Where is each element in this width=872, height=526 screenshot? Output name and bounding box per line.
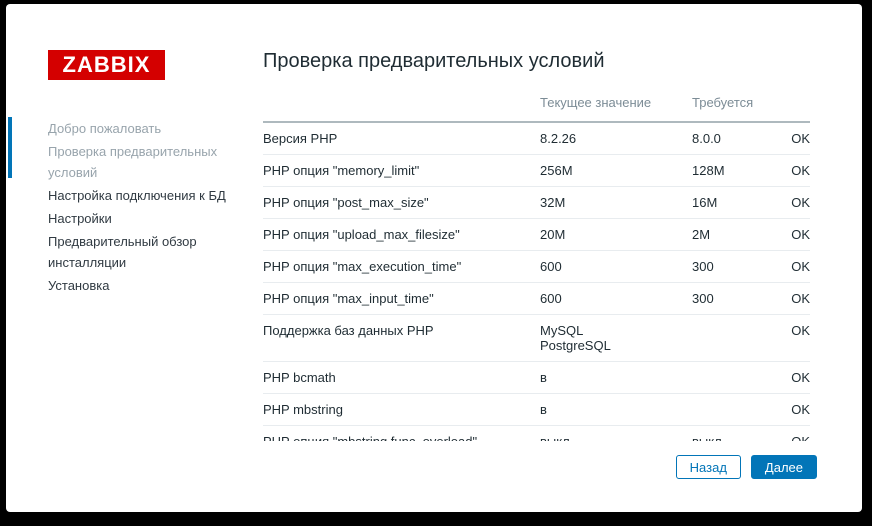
check-status: OK (762, 361, 810, 394)
wizard-footer: Назад Далее (675, 455, 817, 479)
check-name: PHP опция "max_execution_time" (263, 250, 540, 283)
table-row: PHP опция "post_max_size" 32M 16M OK (263, 186, 810, 219)
check-current: в (540, 393, 692, 426)
step-prerequisites: Проверка предварительных условий (48, 144, 218, 180)
check-name: Версия PHP (263, 131, 338, 146)
step-settings: Настройки (48, 211, 112, 226)
check-current: 256M (540, 154, 692, 187)
header-current-value: Текущее значение (540, 88, 692, 123)
table-row: PHP опция "max_input_time" 600 300 OK (263, 282, 810, 315)
step-welcome: Добро пожаловать (48, 121, 162, 136)
check-current: 8.2.26 (540, 131, 577, 146)
check-name: PHP опция "upload_max_filesize" (263, 218, 540, 251)
back-button[interactable]: Назад (675, 455, 741, 479)
check-required: 2M (692, 218, 762, 251)
header-status (762, 88, 810, 123)
check-current: 600 (540, 250, 692, 283)
check-required: 300 (692, 250, 762, 283)
check-current: 32M (540, 186, 692, 219)
step-db-connection: Настройка подключения к БД (48, 188, 226, 203)
check-required (692, 361, 762, 394)
check-status: OK (762, 186, 810, 219)
check-required: 128M (692, 154, 762, 187)
check-current: выкл (540, 425, 692, 441)
check-current: 600 (540, 282, 692, 315)
prerequisites-table: Текущее значение Требуется Версия PHP 8.… (263, 88, 810, 441)
check-name: Поддержка баз данных PHP (263, 314, 540, 362)
check-current: 20M (540, 218, 692, 251)
check-status: OK (791, 131, 810, 146)
setup-window: ZABBIX Добро пожаловать Проверка предвар… (6, 4, 862, 512)
check-status: OK (762, 314, 810, 362)
check-name: PHP опция "max_input_time" (263, 282, 540, 315)
check-required: 8.0.0 (692, 131, 721, 146)
check-required: 300 (692, 282, 762, 315)
check-required: выкл (692, 425, 762, 441)
table-row: Версия PHP 8.2.26 8.0.0 OK (263, 122, 810, 155)
check-name: PHP опция "memory_limit" (263, 154, 540, 187)
zabbix-logo-text: ZABBIX (62, 52, 151, 77)
check-required: 16M (692, 186, 762, 219)
check-name: PHP опция "mbstring.func_overload" (263, 425, 540, 441)
step-progress-indicator (8, 117, 12, 178)
table-row: PHP bcmath в OK (263, 361, 810, 394)
check-status: OK (762, 250, 810, 283)
table-header-row: Текущее значение Требуется (263, 88, 810, 123)
page-title: Проверка предварительных условий (263, 50, 605, 72)
table-row: PHP опция "mbstring.func_overload" выкл … (263, 425, 810, 441)
header-name (263, 88, 540, 123)
check-status: OK (762, 218, 810, 251)
check-status: OK (762, 154, 810, 187)
table-row: PHP опция "max_execution_time" 600 300 O… (263, 250, 810, 283)
step-install: Установка (48, 278, 110, 293)
prerequisites-table-container[interactable]: Текущее значение Требуется Версия PHP 8.… (263, 88, 810, 441)
check-name: PHP опция "post_max_size" (263, 186, 540, 219)
table-row: PHP опция "upload_max_filesize" 20M 2M O… (263, 218, 810, 251)
step-pre-installation-summary: Предварительный обзор инсталляции (48, 234, 197, 270)
check-name: PHP bcmath (263, 361, 540, 394)
check-required (692, 314, 762, 362)
check-current: MySQL PostgreSQL (540, 314, 692, 362)
next-button[interactable]: Далее (750, 455, 817, 479)
check-status: OK (762, 393, 810, 426)
check-current: в (540, 361, 692, 394)
table-row: PHP опция "memory_limit" 256M 128M OK (263, 154, 810, 187)
table-row: PHP mbstring в OK (263, 393, 810, 426)
check-required (692, 393, 762, 426)
check-name: PHP mbstring (263, 393, 540, 426)
setup-steps-list: Добро пожаловать Проверка предварительны… (48, 118, 260, 298)
check-status: OK (762, 282, 810, 315)
check-status: OK (762, 425, 810, 441)
header-required: Требуется (692, 88, 762, 123)
zabbix-logo: ZABBIX (48, 50, 165, 80)
table-row: Поддержка баз данных PHP MySQL PostgreSQ… (263, 314, 810, 362)
